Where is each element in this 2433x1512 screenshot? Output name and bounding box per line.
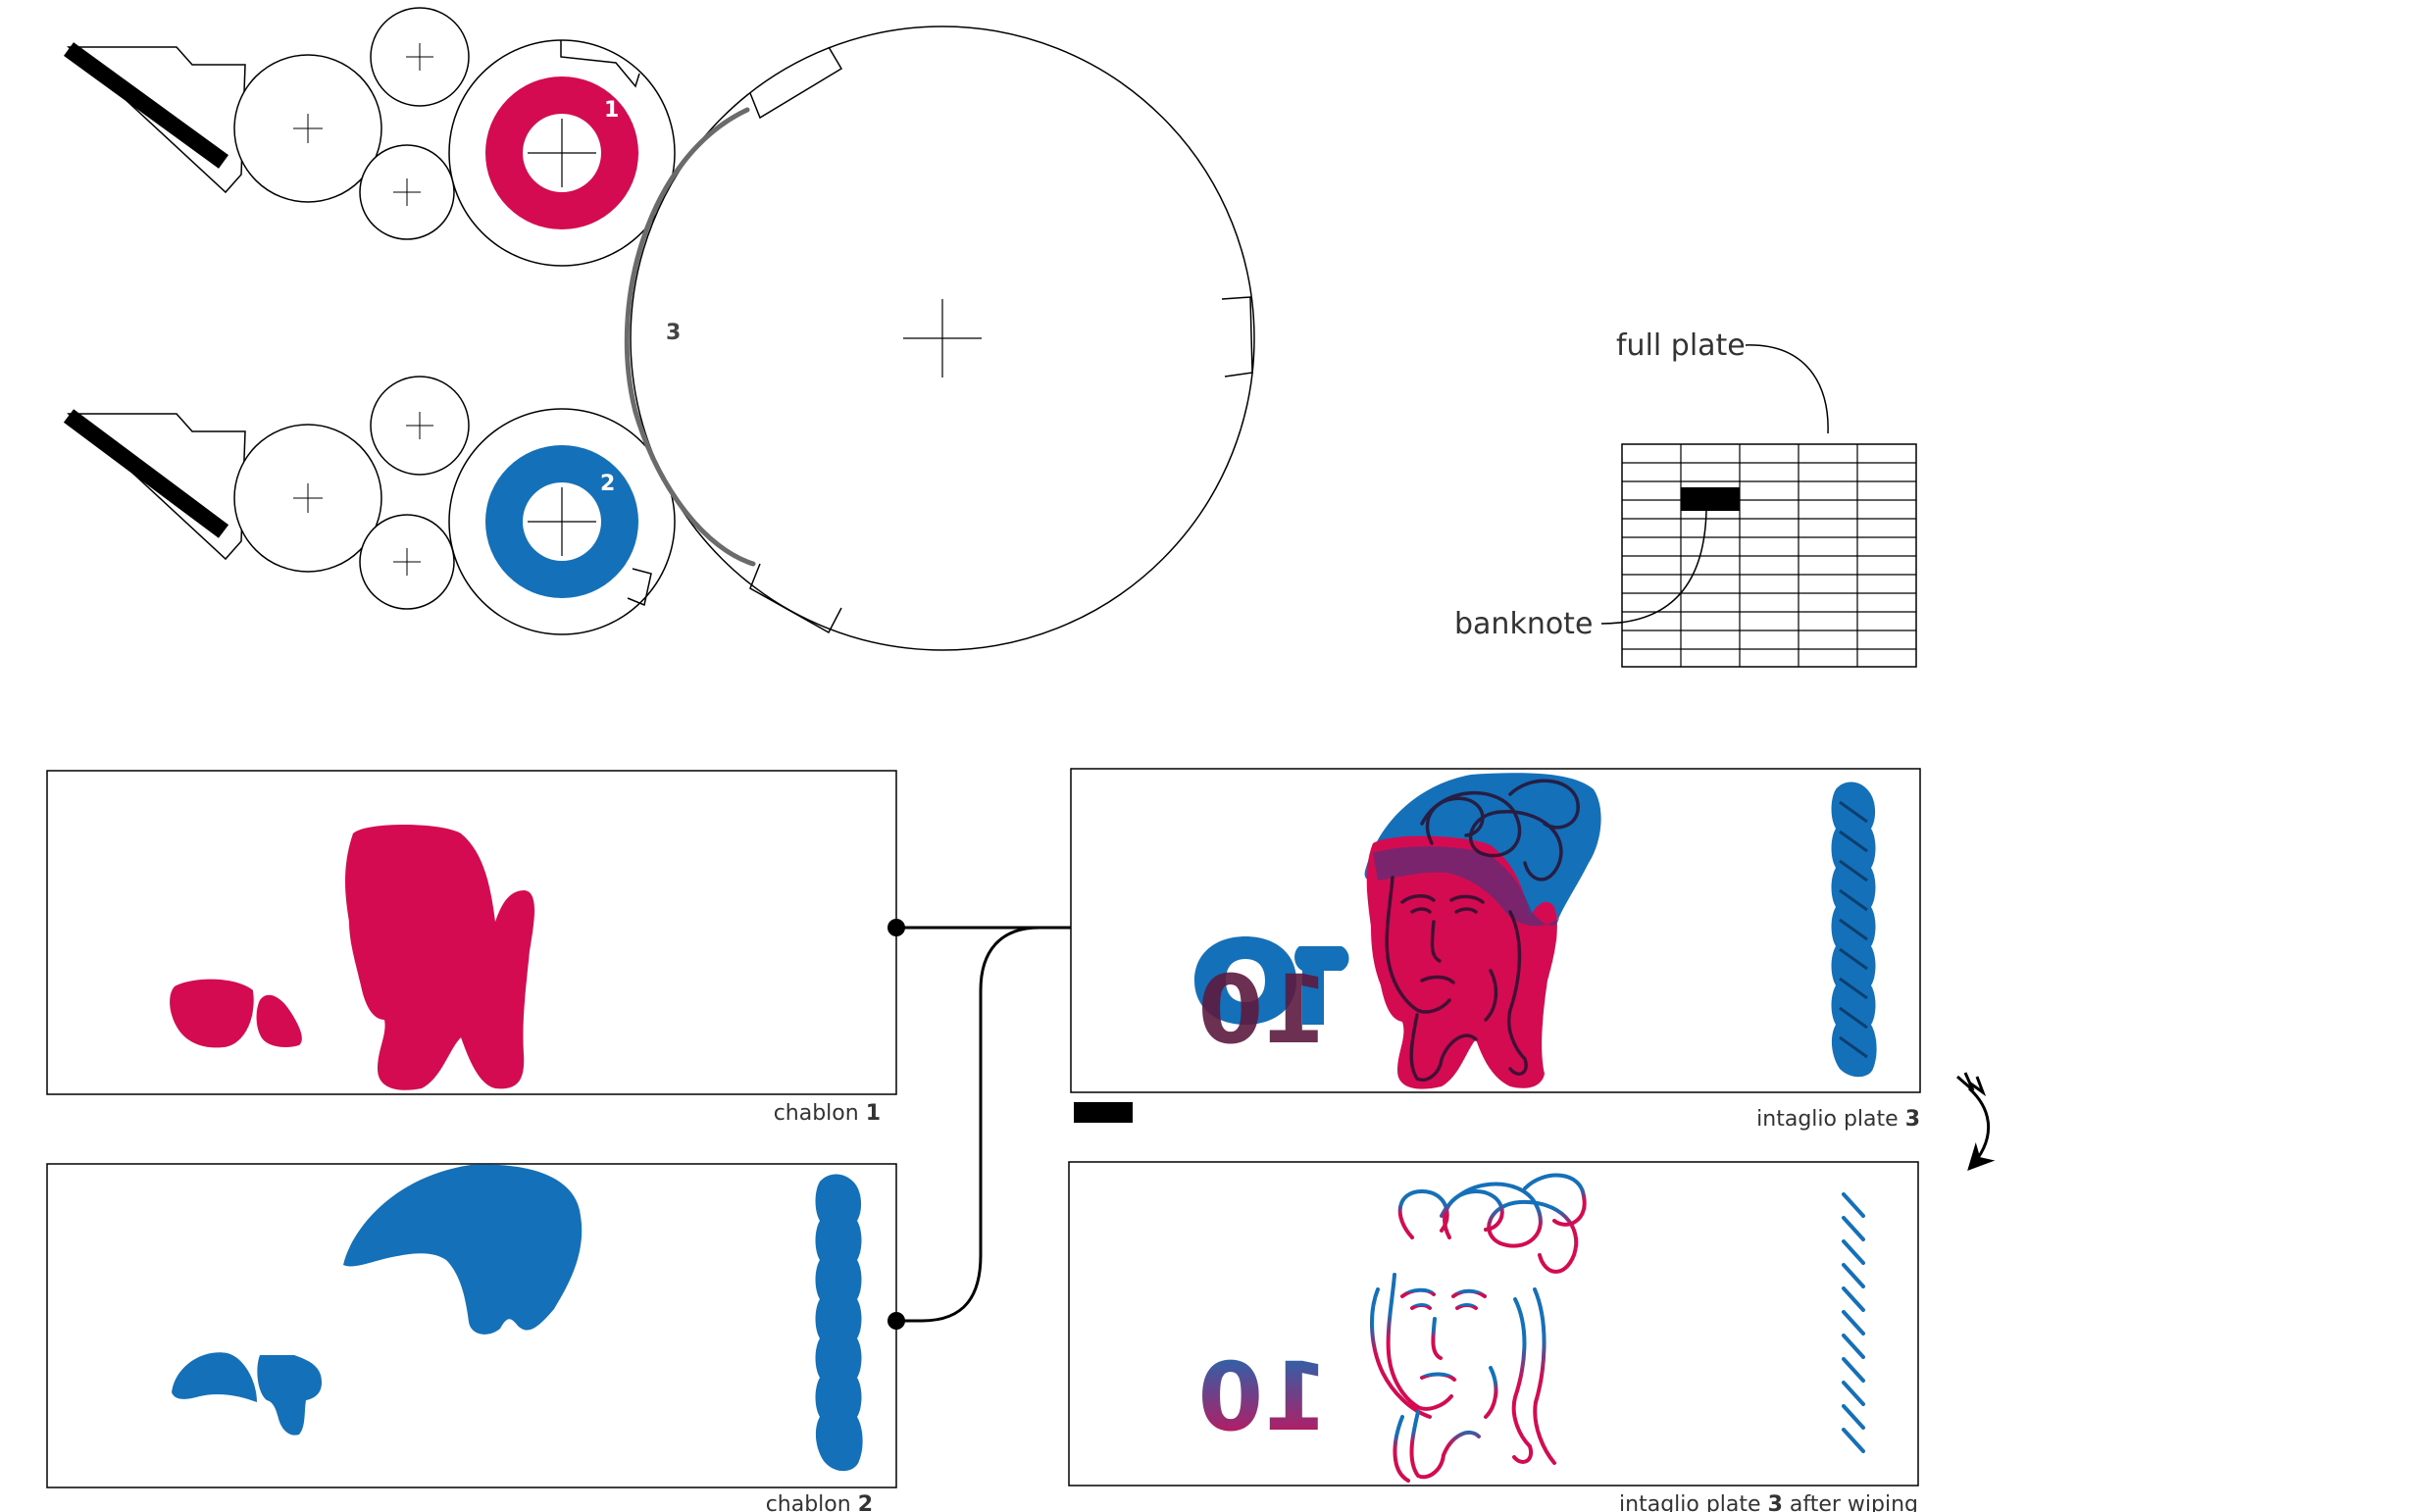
cylinder-gap-2 <box>627 568 652 607</box>
doctor-blade-2 <box>63 409 229 538</box>
full-plate-label: full plate <box>1616 328 1746 363</box>
security-strip-wiped <box>1842 1192 1865 1453</box>
caption-text: chablon <box>766 1492 858 1512</box>
panel-intaglio-plate-3: 10 intaglio plate 3 <box>1070 768 1921 1132</box>
plate-legend: full plate banknote <box>1454 328 1917 668</box>
banknote-scale-marker <box>1074 1102 1133 1123</box>
portrait-line-art <box>1385 779 1580 1082</box>
cylinder-gap-1 <box>560 40 640 88</box>
caption-number: 3 <box>1768 1492 1783 1512</box>
digit-1-blue <box>1294 946 1349 1025</box>
plate-grid-lines <box>1622 444 1916 667</box>
portrait-wiped-line-art <box>1369 1173 1587 1483</box>
cylinder-3-label: 3 <box>666 321 681 345</box>
digit-0-blue <box>1194 936 1296 1025</box>
banknote-leader <box>1600 510 1707 625</box>
banknote-label: banknote <box>1454 607 1593 641</box>
plate-clamp-top <box>749 46 843 120</box>
denomination-mirrored: 10 <box>1197 955 1329 1065</box>
panel-frame <box>1068 1161 1919 1487</box>
rotation-arc <box>1967 1086 1996 1171</box>
connector-arrow-2 <box>896 926 1059 1323</box>
center-mark <box>293 114 323 143</box>
panel-chablon-2: chablon 2 <box>46 1163 897 1512</box>
center-mark <box>393 178 421 206</box>
denomination-inked: 10 <box>1194 936 1349 1065</box>
center-mark <box>903 299 982 378</box>
center-mark <box>406 43 433 71</box>
rotation-fletching <box>1956 1072 1987 1097</box>
caption-number: 3 <box>1905 1107 1920 1132</box>
center-mark <box>293 483 323 513</box>
doctor-blade-1 <box>63 42 229 169</box>
inking-unit-2: 2 <box>63 376 676 635</box>
plate-cylinder-3: 3 <box>624 25 1255 651</box>
caption-text: intaglio plate <box>1619 1492 1768 1512</box>
center-mark <box>393 548 421 576</box>
blue-ink-hair <box>343 1164 583 1335</box>
banknote-cell <box>1681 487 1740 511</box>
red-ink-digit-0 <box>256 994 302 1047</box>
blue-ink-digit-1 <box>172 1352 257 1402</box>
caption-number: 2 <box>858 1492 873 1512</box>
denomination-wiped-mirrored: 10 <box>1197 1342 1329 1452</box>
center-mark <box>528 487 596 556</box>
panel-chablon-1: chablon 1 <box>46 770 897 1126</box>
panel-intaglio-after-wiping: 10 intaglio plate 3 after wiping <box>1068 1161 1919 1512</box>
panel-caption: chablon 1 <box>774 1101 881 1126</box>
caption-suffix: after wiping <box>1783 1492 1918 1512</box>
caption-text: intaglio plate <box>1756 1107 1905 1132</box>
wiping-arrow <box>1956 1072 1996 1171</box>
plate-clamp-right <box>1221 296 1253 378</box>
inking-unit-1: 1 <box>63 7 676 267</box>
cylinder-1-label: 1 <box>604 98 619 123</box>
plate-clamp-bottom <box>749 563 842 634</box>
red-ink-digit-1 <box>170 979 254 1048</box>
panel-caption: intaglio plate 3 <box>1756 1107 1920 1132</box>
red-ink-head <box>345 825 534 1090</box>
security-strip-hatching <box>1839 800 1868 1059</box>
caption-text: chablon <box>774 1101 866 1126</box>
caption-number: 1 <box>866 1101 881 1126</box>
panel-caption: intaglio plate 3 after wiping <box>1619 1492 1918 1512</box>
full-plate-leader <box>1745 344 1829 434</box>
intaglio-plate-wrap <box>624 107 756 567</box>
center-mark <box>528 119 596 187</box>
overlap-purple <box>1373 846 1559 927</box>
ink-ring-2 <box>485 445 638 598</box>
center-mark <box>406 412 433 439</box>
cylinder-2-label: 2 <box>600 472 615 496</box>
blue-ink-security-strip <box>815 1174 863 1472</box>
panel-caption: chablon 2 <box>766 1492 873 1512</box>
blue-ink-digit-0 <box>257 1355 322 1436</box>
ink-ring-1 <box>485 76 638 229</box>
